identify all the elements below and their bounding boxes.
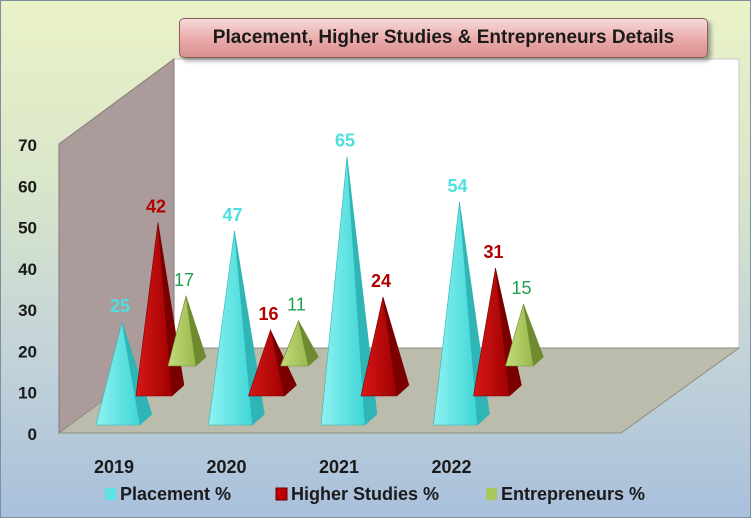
legend: Placement % Higher Studies % Entrepreneurs… xyxy=(105,484,645,504)
bar xyxy=(473,267,510,397)
data-label: 16 xyxy=(258,304,278,324)
bar xyxy=(433,202,478,426)
x-tick-label: 2019 xyxy=(94,457,134,477)
bar xyxy=(280,319,309,367)
data-labels: 25 42 17 47 16 11 65 24 54 31 15 xyxy=(110,131,532,324)
y-tick-label: 50 xyxy=(18,219,37,238)
bar xyxy=(248,328,285,397)
data-label: 17 xyxy=(174,270,194,290)
legend-swatch xyxy=(275,487,288,501)
y-tick-label: 20 xyxy=(18,342,37,361)
bar xyxy=(505,303,534,367)
chart-title: Placement, Higher Studies & Entrepreneur… xyxy=(179,18,708,58)
legend-label: Higher Studies % xyxy=(291,484,439,504)
x-tick-label: 2021 xyxy=(319,457,359,477)
y-tick-label: 30 xyxy=(18,301,37,320)
legend-label: Entrepreneurs % xyxy=(501,484,645,504)
data-label: 31 xyxy=(483,242,503,262)
data-label: 25 xyxy=(110,296,130,316)
legend-label: Placement % xyxy=(120,484,231,504)
y-tick-label: 70 xyxy=(18,136,37,155)
y-tick-label: 40 xyxy=(18,260,37,279)
bar xyxy=(167,295,197,367)
data-label: 11 xyxy=(287,295,306,315)
y-tick-label: 60 xyxy=(18,177,37,196)
data-label: 42 xyxy=(146,197,166,217)
bars xyxy=(95,156,544,426)
legend-swatch xyxy=(486,488,497,500)
x-axis: 2019 2020 2021 2022 xyxy=(94,457,472,477)
data-label: 54 xyxy=(447,176,467,196)
y-axis: 0 10 20 30 40 50 60 70 xyxy=(18,136,37,444)
y-tick-label: 0 xyxy=(28,425,37,444)
bar xyxy=(208,230,253,426)
legend-swatch xyxy=(105,488,116,500)
bar xyxy=(95,321,141,426)
data-label: 15 xyxy=(511,278,531,298)
data-label: 24 xyxy=(371,271,391,291)
x-tick-label: 2020 xyxy=(206,457,246,477)
bar xyxy=(360,296,398,397)
y-tick-label: 10 xyxy=(18,384,37,403)
bar xyxy=(320,156,366,426)
data-label: 47 xyxy=(222,205,242,225)
bar xyxy=(135,222,173,397)
data-label: 65 xyxy=(335,131,355,151)
x-tick-label: 2022 xyxy=(431,457,471,477)
